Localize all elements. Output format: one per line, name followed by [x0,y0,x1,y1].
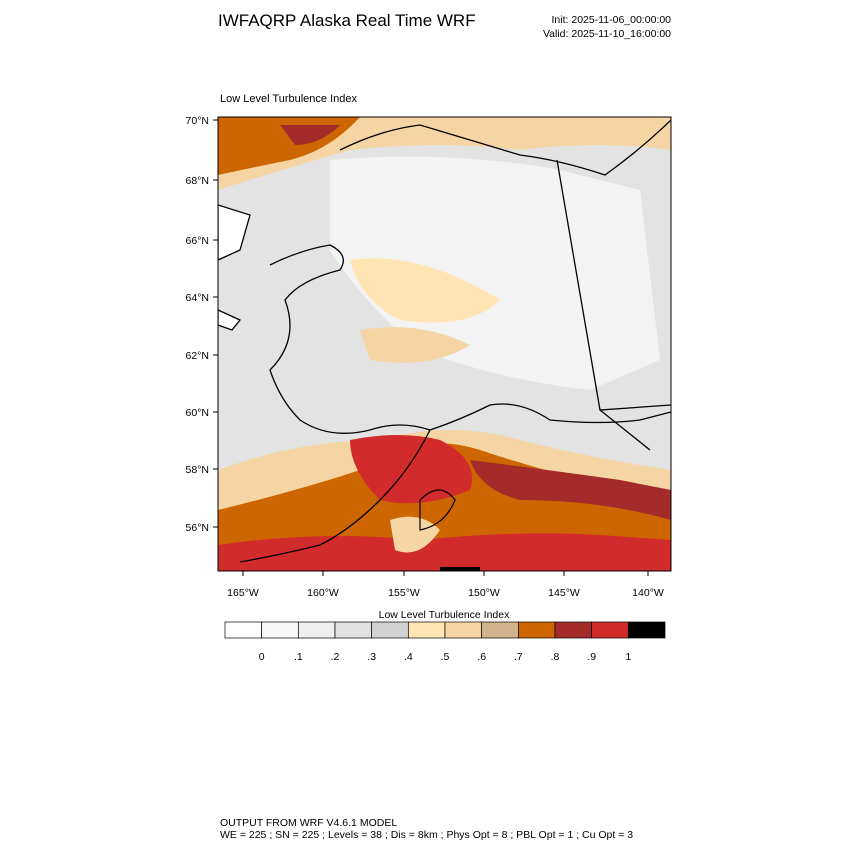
colorbar-label: .8 [551,651,560,663]
init-time: Init: 2025-11-06_00:00:00 [552,14,672,26]
colorbar-label: .2 [331,651,340,663]
lat-label: 70°N [186,115,209,127]
colorbar-swatch [261,621,299,639]
lat-label: 66°N [186,235,209,247]
colorbar-swatch [481,621,519,639]
lon-label: 160°W [307,587,339,599]
colorbar-swatch [371,621,409,639]
colorbar-swatch [407,621,446,639]
colorbar-label: 1 [625,651,631,663]
valid-time: Valid: 2025-11-10_16:00:00 [543,28,671,40]
lat-label: 64°N [186,292,209,304]
colorbar-label: .3 [367,651,376,663]
lon-label: 150°W [468,587,500,599]
colorbar-label: .9 [587,651,596,663]
colorbar-label: 0 [259,651,265,663]
lon-label: 155°W [388,587,420,599]
colorbar-swatch [444,621,483,639]
colorbar-label: .1 [294,651,303,663]
lat-label: 56°N [186,522,209,534]
lon-label: 145°W [548,587,580,599]
colorbar-label: .5 [441,651,450,663]
map-frame [217,116,672,572]
lon-label: 140°W [632,587,664,599]
map-field [218,117,671,571]
lat-label: 58°N [186,464,209,476]
colorbar-swatch [297,621,336,639]
lon-label: 165°W [227,587,259,599]
map-title: Low Level Turbulence Index [220,93,357,105]
colorbar-swatch [627,621,666,639]
colorbar-swatch [334,621,373,639]
colorbar-label: .4 [404,651,413,663]
colorbar-swatch [224,621,263,639]
colorbar-swatch [517,621,556,639]
title: IWFAQRP Alaska Real Time WRF [218,11,476,30]
lat-label: 68°N [186,175,209,187]
colorbar-label: .6 [477,651,486,663]
lat-label: 62°N [186,350,209,362]
colorbar-swatch [554,621,593,639]
colorbar-swatch [591,621,629,639]
lat-label: 60°N [186,407,209,419]
footer-line: OUTPUT FROM WRF V4.6.1 MODEL [220,817,397,829]
footer-line: WE = 225 ; SN = 225 ; Levels = 38 ; Dis … [220,829,633,841]
colorbar-title: Low Level Turbulence Index [379,609,511,621]
colorbar-label: .7 [514,651,523,663]
